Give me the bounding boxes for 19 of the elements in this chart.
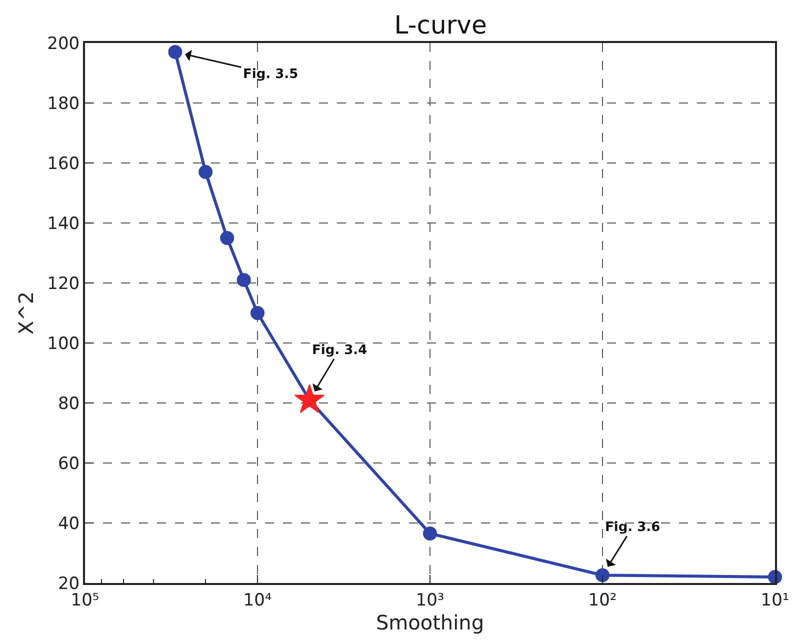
y-tick-label: 40 [58, 514, 80, 534]
y-tick-label: 120 [47, 274, 80, 294]
y-tick-label: 100 [47, 334, 80, 354]
y-tick-label: 160 [47, 154, 80, 174]
y-axis-title: X^2 [14, 291, 38, 335]
annotation: Fig. 3.6 [605, 520, 660, 535]
x-tick-label: 10³ [416, 590, 444, 610]
y-tick-label: 180 [47, 94, 80, 114]
y-tick-label: 80 [58, 394, 80, 414]
x-axis-title: Smoothing [376, 610, 484, 634]
x-tick-label: 10² [588, 590, 617, 610]
x-tick-label: 10⁴ [243, 590, 272, 610]
x-tick-label: 10¹ [760, 590, 790, 610]
annotation: Fig. 3.5 [243, 67, 298, 82]
annotation: Fig. 3.4 [312, 343, 368, 358]
y-tick-label: 60 [58, 454, 80, 474]
y-tick-label: 140 [47, 214, 80, 234]
chart-title: L-curve [394, 10, 487, 40]
y-tick-label: 200 [47, 34, 80, 54]
